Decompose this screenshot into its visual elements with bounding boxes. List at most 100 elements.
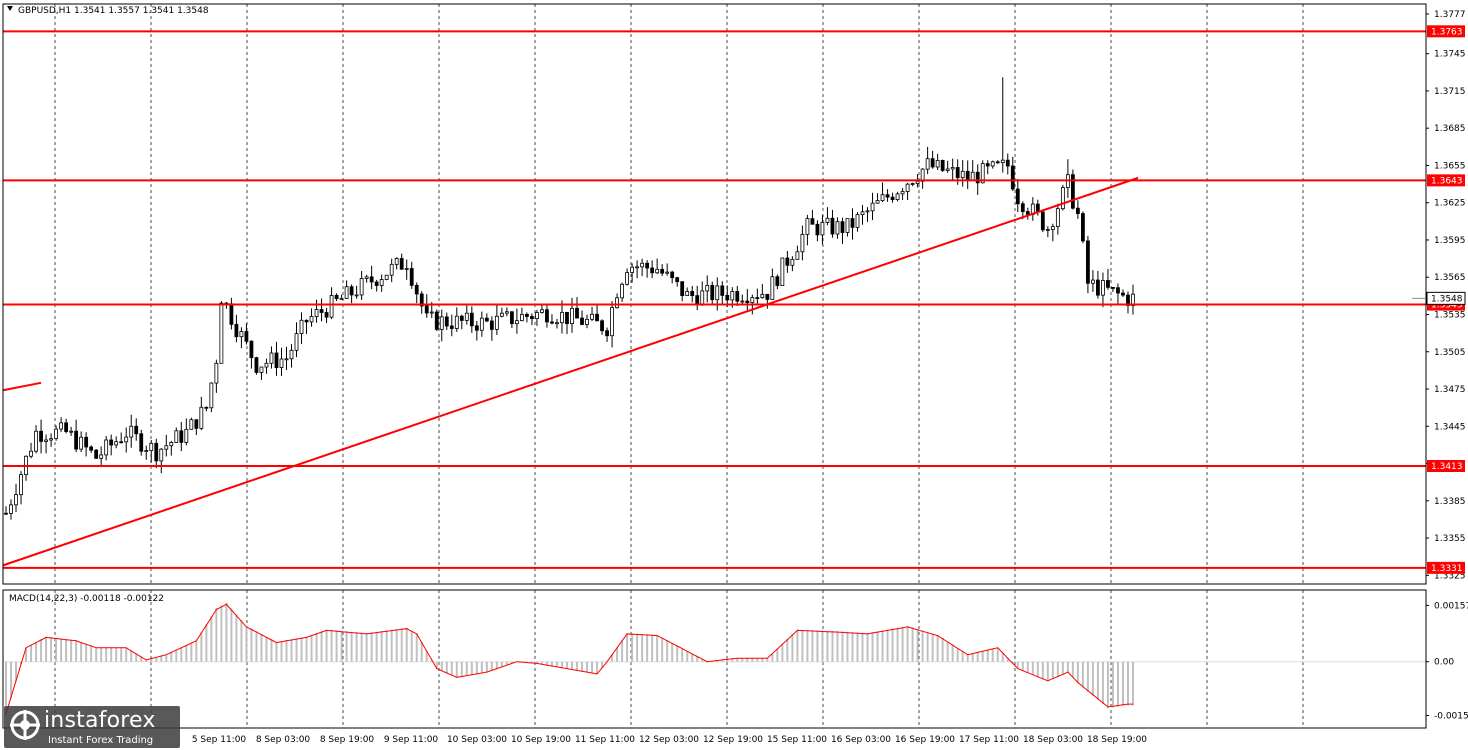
candle-body: [9, 504, 13, 514]
candle-body: [249, 340, 254, 359]
candle-body: [820, 222, 825, 236]
candle-body: [870, 202, 875, 212]
y-tick-label: 1.3565: [1434, 273, 1466, 283]
x-tick-label: 12 Sep 03:00: [639, 735, 699, 745]
candle-body: [985, 163, 990, 167]
x-tick-label: 8 Sep 03:00: [256, 735, 311, 745]
candle-body: [349, 286, 354, 296]
candle-body: [725, 294, 730, 301]
macd-y-tick-label: 0.00157: [1434, 601, 1468, 611]
candle-body: [364, 276, 369, 279]
candle-body: [550, 321, 554, 324]
candle-body: [805, 218, 810, 235]
candle-body: [555, 322, 559, 325]
candle-body: [895, 193, 900, 201]
candle-body: [775, 276, 780, 286]
level-price-tag: [1427, 25, 1465, 38]
current-price-tag: [1426, 291, 1466, 305]
candle-body: [735, 291, 740, 302]
macd-y-tick-label: 0.00: [1434, 658, 1454, 668]
candle-body: [675, 277, 680, 283]
candle-body: [625, 272, 629, 285]
candle-body: [1070, 174, 1075, 209]
candle-body: [745, 300, 750, 304]
candle-body: [444, 316, 449, 327]
y-tick-label: 1.3445: [1434, 422, 1466, 432]
macd-panel: [3, 602, 1426, 716]
candle-body: [705, 284, 710, 292]
candle-body: [169, 442, 174, 447]
candle-body: [1106, 280, 1110, 288]
candle-body: [535, 312, 539, 320]
candle-body: [464, 312, 469, 321]
candle-body: [164, 445, 169, 450]
candle-body: [1050, 226, 1055, 230]
candle-body: [685, 290, 690, 297]
candle-body: [289, 349, 294, 360]
x-tick-label: 10 Sep 03:00: [447, 735, 507, 745]
candle-body: [504, 311, 509, 314]
x-tick-label: 9 Sep 11:00: [384, 735, 439, 745]
candle-body: [585, 318, 589, 325]
candle-body: [795, 251, 800, 260]
candle-body: [454, 315, 459, 329]
candle-body: [439, 316, 444, 330]
candle-body: [114, 441, 119, 446]
candle-body: [1020, 203, 1025, 212]
candle-body: [740, 300, 745, 303]
candle-body: [780, 257, 785, 286]
y-tick-label: 1.3385: [1434, 497, 1466, 507]
candle-body: [730, 291, 735, 301]
level-price-label: 1.3331: [1431, 564, 1463, 574]
chart-menu-triangle-icon[interactable]: [7, 6, 13, 11]
candle-body: [254, 357, 259, 373]
candle-body: [374, 281, 379, 286]
candle-body: [384, 274, 389, 280]
x-tick-label: 18 Sep 03:00: [1023, 735, 1083, 745]
candle-body: [645, 262, 650, 269]
candle-body: [910, 183, 915, 185]
candle-body: [630, 266, 635, 273]
candle-body: [14, 494, 18, 506]
candle-body: [605, 330, 609, 337]
candle-body: [339, 298, 344, 300]
level-price-label: 1.3643: [1431, 176, 1463, 186]
candle-body: [334, 295, 339, 299]
candle-body: [144, 450, 149, 452]
instaforex-logo-icon: [10, 710, 40, 740]
candle-body: [109, 439, 114, 446]
candle-body: [750, 297, 755, 304]
y-tick-label: 1.3355: [1434, 534, 1466, 544]
candle-body: [209, 382, 214, 409]
x-tick-label: 16 Sep 03:00: [831, 735, 891, 745]
candle-body: [44, 439, 48, 442]
candle-body: [770, 276, 775, 300]
candle-body: [1000, 159, 1005, 164]
y-tick-label: 1.3475: [1434, 385, 1466, 395]
candle-body: [234, 323, 239, 338]
y-tick-label: 1.3505: [1434, 348, 1466, 358]
level-price-tag: [1427, 561, 1465, 574]
candle-body: [199, 406, 204, 429]
candle-body: [755, 297, 760, 300]
candle-body: [520, 313, 524, 322]
candle-body: [800, 233, 805, 253]
candle-body: [670, 271, 675, 279]
candle-body: [900, 191, 905, 195]
candle-body: [570, 307, 574, 324]
candle-body: [765, 293, 770, 300]
candle-body: [1025, 211, 1030, 215]
candle-body: [259, 366, 264, 373]
candle-body: [59, 422, 63, 430]
candle-body: [159, 448, 164, 462]
level-price-label: 1.3543: [1431, 301, 1463, 311]
x-tick-label: 18 Sep 19:00: [1087, 735, 1147, 745]
candle-body: [1055, 208, 1060, 227]
y-tick-label: 1.3655: [1434, 161, 1466, 171]
candle-body: [810, 218, 815, 225]
candle-body: [474, 325, 479, 331]
candle-body: [635, 266, 640, 269]
candle-body: [409, 268, 414, 286]
candle-body: [1010, 165, 1015, 190]
